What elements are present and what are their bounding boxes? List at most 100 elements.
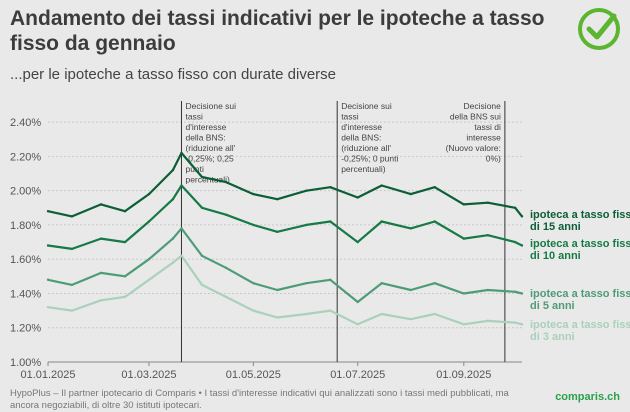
data-point — [200, 175, 204, 179]
data-point — [329, 186, 332, 189]
data-point — [252, 223, 255, 227]
series-label: ipoteca a tasso fisso di 10 anni — [530, 238, 630, 262]
data-point — [180, 151, 183, 155]
data-point — [147, 192, 151, 196]
data-point — [380, 184, 383, 187]
footer-source: HypoPlus – Il partner ipotecario di Comp… — [10, 388, 509, 411]
data-point — [252, 309, 255, 312]
y-tick-label: 2.40% — [10, 117, 41, 129]
annotation-text: Decisione sui tassi d'interesse della BNS:(… — [185, 101, 236, 185]
y-tick-label: 1.40% — [10, 288, 41, 300]
data-point — [520, 244, 524, 247]
data-point — [356, 196, 359, 199]
y-tick-label: 1.00% — [10, 357, 41, 369]
annotation-text: Decisione della BNS sui tassi di interesse(… — [446, 101, 502, 164]
brand-logo: comparis.ch — [555, 391, 620, 403]
data-point — [409, 317, 412, 321]
data-point — [356, 323, 359, 326]
data-point — [180, 184, 183, 187]
data-point — [99, 299, 103, 302]
data-point — [433, 281, 436, 285]
data-point — [380, 281, 383, 285]
data-point — [486, 288, 489, 292]
data-point — [46, 278, 50, 281]
data-point — [462, 203, 466, 206]
data-point — [356, 300, 359, 304]
series-line — [47, 151, 523, 218]
data-point — [171, 168, 175, 172]
annotation-text: Decisione sui tassi d'interesse della BNS:(… — [341, 101, 398, 174]
chart-subtitle: ...per le ipoteche a tasso fisso con dur… — [10, 66, 337, 83]
data-point — [276, 288, 279, 292]
data-point — [433, 220, 436, 223]
data-point — [513, 321, 517, 324]
data-point — [486, 201, 489, 204]
data-point — [462, 323, 466, 326]
data-point — [513, 240, 517, 244]
data-point — [409, 227, 412, 230]
y-tick-label: 1.80% — [10, 220, 41, 232]
data-point — [305, 189, 308, 192]
y-tick-label: 2.20% — [10, 151, 41, 163]
data-point — [305, 223, 308, 227]
data-point — [520, 323, 524, 326]
data-point — [276, 230, 279, 233]
data-point — [276, 198, 279, 201]
data-point — [305, 281, 308, 285]
data-point — [171, 261, 175, 264]
data-point — [486, 234, 489, 237]
data-point — [147, 220, 151, 223]
data-point — [409, 288, 412, 292]
x-tick-label: 01.01.2025 — [20, 369, 75, 381]
data-point — [520, 215, 524, 218]
data-point — [70, 309, 74, 312]
x-tick-label: 01.03.2025 — [121, 369, 176, 381]
data-point — [147, 258, 151, 261]
data-point — [180, 254, 183, 257]
data-point — [513, 206, 517, 209]
y-tick-label: 2.00% — [10, 186, 41, 198]
data-point — [380, 220, 383, 223]
x-tick-label: 01.09.2025 — [436, 369, 491, 381]
checkmark-circle-icon — [578, 8, 620, 50]
data-point — [252, 192, 255, 196]
series-label: ipoteca a tasso fisso di 3 anni — [530, 319, 630, 343]
data-point — [70, 283, 74, 287]
chart-title: Andamento dei tassi indicativi per le ip… — [10, 7, 545, 55]
data-point — [46, 244, 50, 247]
data-point — [180, 227, 183, 230]
data-point — [462, 237, 466, 240]
data-point — [224, 213, 228, 216]
data-point — [200, 283, 204, 287]
data-point — [171, 198, 175, 201]
data-point — [99, 237, 103, 240]
data-point — [99, 203, 103, 206]
y-tick-label: 1.20% — [10, 323, 41, 335]
data-point — [252, 281, 255, 285]
data-point — [380, 312, 383, 316]
data-point — [123, 240, 127, 244]
data-point — [462, 292, 466, 295]
data-point — [329, 278, 332, 281]
data-point — [276, 316, 279, 319]
data-point — [70, 215, 74, 218]
data-point — [46, 210, 50, 213]
data-point — [486, 319, 489, 323]
data-point — [46, 305, 50, 309]
data-point — [171, 237, 175, 240]
data-point — [147, 278, 151, 281]
data-point — [433, 312, 436, 316]
data-point — [513, 290, 517, 293]
series-label: ipoteca a tasso fisso di 15 anni — [530, 209, 630, 233]
data-point — [70, 247, 74, 251]
data-point — [433, 186, 436, 189]
data-point — [305, 312, 308, 316]
x-tick-label: 01.05.2025 — [226, 369, 281, 381]
data-point — [520, 292, 524, 295]
series-line — [47, 184, 523, 250]
data-point — [356, 240, 359, 244]
data-point — [224, 266, 228, 269]
data-point — [123, 210, 127, 213]
data-point — [99, 271, 103, 275]
